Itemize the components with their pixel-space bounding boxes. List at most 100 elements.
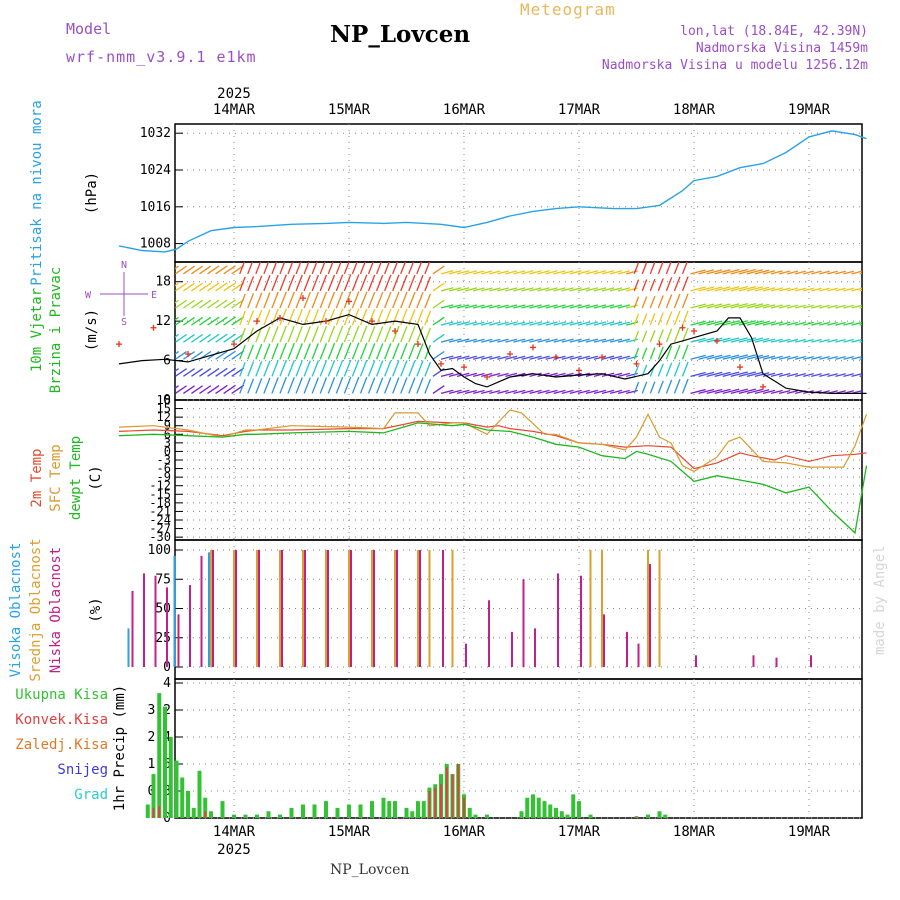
wind-barb: [819, 287, 830, 292]
wind-barb: [263, 360, 271, 377]
wind-barb: [175, 299, 179, 304]
wind-barb: [714, 320, 731, 326]
gust-marker: [346, 298, 352, 305]
wind-barb: [175, 368, 187, 377]
wind-barb: [287, 377, 295, 394]
panel-1: 0 6 12 18: [116, 261, 867, 408]
ylabel-dew: dewpt Temp: [68, 436, 84, 520]
wind-barb: [722, 320, 740, 326]
ylabel-ms: (m/s): [84, 309, 100, 351]
ytick-label: 4: [163, 676, 171, 691]
wind-barb: [127, 266, 138, 274]
wind-barb: [819, 355, 830, 360]
wind-barb: [175, 265, 187, 275]
wind-barb: [255, 378, 263, 394]
wind-barb: [577, 321, 590, 326]
ylabel-mid-cloud: Srednja Oblacnost: [28, 538, 44, 681]
wind-barb: [521, 355, 534, 360]
wind-barb: [215, 282, 228, 292]
wind-barb: [690, 354, 706, 360]
gust-marker: [737, 364, 743, 371]
wind-barb: [521, 321, 534, 326]
wind-barb: [730, 320, 748, 326]
wind-barb: [609, 304, 623, 309]
wind-barb: [569, 270, 582, 275]
wind-barb: [175, 316, 179, 321]
ytick-label: 18: [157, 393, 171, 407]
wind-barb: [207, 299, 220, 309]
panel-0: 1008 1016 1024 1032: [118, 123, 867, 263]
precip-total-bar: [571, 794, 576, 818]
wind-barb: [617, 355, 630, 360]
wind-barb: [609, 270, 623, 275]
wind-barb: [762, 389, 776, 395]
wind-barb: [859, 375, 862, 377]
wind-barb: [456, 270, 470, 275]
wind-barb: [561, 389, 574, 395]
wind-barb: [497, 355, 509, 360]
wind-barb: [392, 308, 400, 326]
ytick-label: 25: [155, 631, 171, 646]
wind-barb: [843, 321, 854, 326]
legend-grad: Grad: [74, 787, 108, 803]
wind-barb: [279, 359, 287, 377]
wind-barb: [593, 270, 607, 275]
wind-barb: [657, 262, 664, 275]
wind-barb: [770, 338, 783, 343]
wind-barb: [384, 262, 390, 275]
wind-barb: [569, 338, 582, 343]
compass-east: E: [151, 290, 157, 301]
precip-total-bar: [536, 797, 541, 818]
wind-barb: [223, 299, 236, 309]
wind-barb: [786, 338, 799, 343]
precip-total-bar: [197, 770, 202, 818]
wind-barb: [271, 308, 279, 326]
gust-marker: [116, 341, 122, 348]
bottom-date-label: 15MAR: [328, 824, 371, 840]
wind-barb: [835, 356, 846, 360]
wind-barb: [408, 343, 416, 360]
wind-barb: [529, 321, 542, 326]
wind-barb: [489, 372, 501, 377]
wind-barb: [239, 362, 246, 377]
wind-barb: [722, 388, 740, 395]
top-date-label: 16MAR: [443, 102, 486, 118]
wind-barb: [135, 335, 146, 343]
wind-barb: [408, 308, 416, 326]
wind-barb: [392, 377, 400, 394]
wind-barb: [151, 369, 162, 377]
wind-barb: [730, 371, 748, 377]
wind-barb: [843, 270, 854, 275]
wind-barb: [375, 377, 384, 394]
ylabel-wind-2: Brzina i Pravac: [48, 267, 64, 393]
wind-barb: [762, 270, 776, 275]
wind-barb: [505, 287, 518, 292]
wind-barb: [175, 265, 179, 270]
precip-total-bar: [485, 814, 489, 818]
wind-barb: [609, 355, 623, 360]
wind-barb: [665, 262, 672, 275]
wind-barb: [351, 274, 360, 292]
precip-total-bar: [312, 804, 317, 818]
wind-barb: [239, 344, 246, 360]
wind-barb: [432, 282, 445, 292]
wind-barb: [384, 274, 392, 292]
wind-barb: [408, 262, 415, 275]
wind-barb: [215, 333, 228, 343]
wind-barb: [215, 299, 228, 309]
precip-total-bar: [473, 814, 478, 818]
wind-barb: [143, 352, 154, 360]
wind-barb: [351, 325, 360, 343]
wind-barb: [859, 323, 862, 326]
wind-barb: [183, 316, 195, 326]
wind-barb: [473, 389, 485, 395]
gust-marker: [633, 360, 640, 367]
wind-barb: [505, 304, 518, 309]
wind-barb: [497, 304, 509, 309]
compass-legend: N S W E: [85, 260, 157, 328]
wind-barb: [481, 389, 493, 395]
wind-barb: [303, 274, 311, 292]
wind-barb: [464, 389, 477, 395]
wind-barb: [456, 389, 470, 395]
ytick-label: 6: [163, 354, 171, 369]
